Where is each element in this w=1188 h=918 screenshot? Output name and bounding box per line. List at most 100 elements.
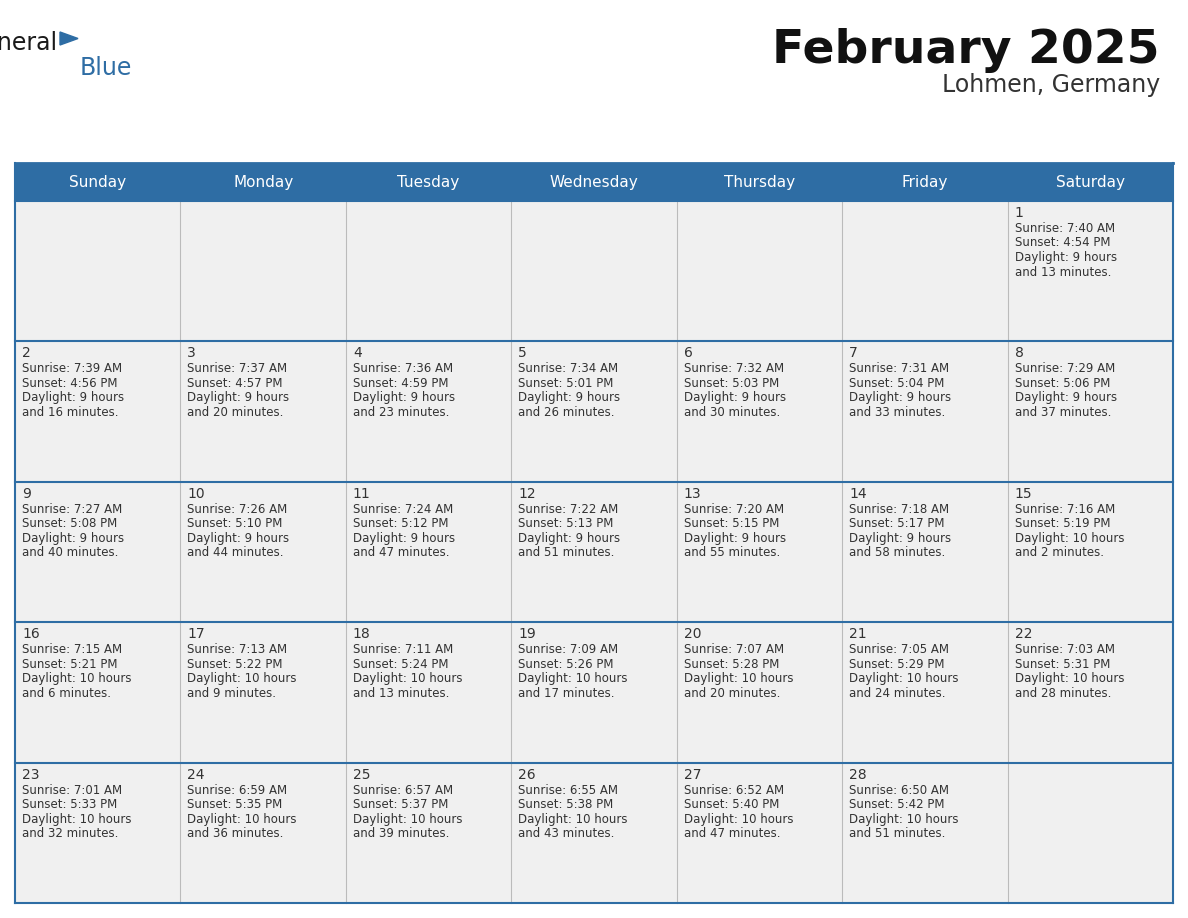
Text: Daylight: 9 hours: Daylight: 9 hours [849, 391, 952, 405]
Text: Daylight: 10 hours: Daylight: 10 hours [188, 812, 297, 825]
Text: Sunday: Sunday [69, 174, 126, 189]
Text: Sunrise: 6:52 AM: Sunrise: 6:52 AM [684, 784, 784, 797]
Bar [15, 341, 1173, 482]
Text: Sunset: 5:26 PM: Sunset: 5:26 PM [518, 657, 614, 671]
Text: Daylight: 10 hours: Daylight: 10 hours [518, 672, 627, 685]
Text: Sunset: 5:19 PM: Sunset: 5:19 PM [1015, 518, 1110, 531]
Text: Daylight: 9 hours: Daylight: 9 hours [1015, 251, 1117, 264]
Text: Daylight: 10 hours: Daylight: 10 hours [1015, 672, 1124, 685]
Text: Sunset: 5:01 PM: Sunset: 5:01 PM [518, 377, 614, 390]
Text: and 47 minutes.: and 47 minutes. [684, 827, 781, 840]
Text: Daylight: 9 hours: Daylight: 9 hours [353, 391, 455, 405]
Text: Daylight: 9 hours: Daylight: 9 hours [188, 532, 290, 544]
Text: Daylight: 9 hours: Daylight: 9 hours [684, 532, 785, 544]
Text: Sunset: 5:24 PM: Sunset: 5:24 PM [353, 657, 448, 671]
Text: and 13 minutes.: and 13 minutes. [353, 687, 449, 700]
Text: 4: 4 [353, 346, 361, 361]
Text: 1: 1 [1015, 206, 1023, 220]
Text: and 39 minutes.: and 39 minutes. [353, 827, 449, 840]
Text: and 16 minutes.: and 16 minutes. [23, 406, 119, 419]
Text: Sunset: 5:03 PM: Sunset: 5:03 PM [684, 377, 779, 390]
Text: Sunrise: 7:40 AM: Sunrise: 7:40 AM [1015, 222, 1114, 235]
Text: and 30 minutes.: and 30 minutes. [684, 406, 781, 419]
Text: and 47 minutes.: and 47 minutes. [353, 546, 449, 559]
Text: Sunset: 5:21 PM: Sunset: 5:21 PM [23, 657, 118, 671]
Text: 27: 27 [684, 767, 701, 781]
Text: Monday: Monday [233, 174, 293, 189]
Text: 26: 26 [518, 767, 536, 781]
Text: Sunrise: 7:31 AM: Sunrise: 7:31 AM [849, 363, 949, 375]
Text: Sunrise: 7:34 AM: Sunrise: 7:34 AM [518, 363, 619, 375]
Text: Sunrise: 7:18 AM: Sunrise: 7:18 AM [849, 503, 949, 516]
Text: Sunset: 5:31 PM: Sunset: 5:31 PM [1015, 657, 1110, 671]
Text: 11: 11 [353, 487, 371, 501]
Text: Sunset: 5:28 PM: Sunset: 5:28 PM [684, 657, 779, 671]
Text: Daylight: 10 hours: Daylight: 10 hours [684, 672, 794, 685]
Text: and 2 minutes.: and 2 minutes. [1015, 546, 1104, 559]
Text: Sunrise: 7:09 AM: Sunrise: 7:09 AM [518, 644, 619, 656]
Text: Sunrise: 7:15 AM: Sunrise: 7:15 AM [23, 644, 122, 656]
Text: Sunset: 4:56 PM: Sunset: 4:56 PM [23, 377, 118, 390]
Text: and 28 minutes.: and 28 minutes. [1015, 687, 1111, 700]
Text: and 55 minutes.: and 55 minutes. [684, 546, 781, 559]
Text: Daylight: 9 hours: Daylight: 9 hours [849, 532, 952, 544]
Bar [15, 482, 1173, 622]
Text: Friday: Friday [902, 174, 948, 189]
Text: Sunrise: 7:07 AM: Sunrise: 7:07 AM [684, 644, 784, 656]
Text: 5: 5 [518, 346, 527, 361]
Text: and 23 minutes.: and 23 minutes. [353, 406, 449, 419]
Bar [15, 763, 1173, 903]
Text: and 40 minutes.: and 40 minutes. [23, 546, 119, 559]
Text: Sunset: 4:54 PM: Sunset: 4:54 PM [1015, 237, 1110, 250]
Text: Thursday: Thursday [723, 174, 795, 189]
Text: 25: 25 [353, 767, 371, 781]
Text: Sunset: 5:04 PM: Sunset: 5:04 PM [849, 377, 944, 390]
Text: 10: 10 [188, 487, 206, 501]
Text: Sunset: 5:10 PM: Sunset: 5:10 PM [188, 518, 283, 531]
Text: 17: 17 [188, 627, 206, 641]
Text: Sunrise: 6:50 AM: Sunrise: 6:50 AM [849, 784, 949, 797]
Text: Sunrise: 7:13 AM: Sunrise: 7:13 AM [188, 644, 287, 656]
Bar [15, 201, 1173, 341]
Text: Sunrise: 7:37 AM: Sunrise: 7:37 AM [188, 363, 287, 375]
Text: Daylight: 9 hours: Daylight: 9 hours [23, 532, 124, 544]
Text: and 58 minutes.: and 58 minutes. [849, 546, 946, 559]
Text: Sunset: 5:08 PM: Sunset: 5:08 PM [23, 518, 118, 531]
Text: and 51 minutes.: and 51 minutes. [518, 546, 614, 559]
Text: 2: 2 [23, 346, 31, 361]
Text: 13: 13 [684, 487, 701, 501]
Text: and 6 minutes.: and 6 minutes. [23, 687, 110, 700]
Text: 9: 9 [23, 487, 31, 501]
Text: and 17 minutes.: and 17 minutes. [518, 687, 614, 700]
Text: Sunset: 4:59 PM: Sunset: 4:59 PM [353, 377, 448, 390]
Text: 23: 23 [23, 767, 39, 781]
Text: Tuesday: Tuesday [398, 174, 460, 189]
Text: February 2025: February 2025 [772, 28, 1159, 73]
Text: and 32 minutes.: and 32 minutes. [23, 827, 119, 840]
Text: Daylight: 10 hours: Daylight: 10 hours [518, 812, 627, 825]
Text: 28: 28 [849, 767, 867, 781]
Text: Wednesday: Wednesday [550, 174, 638, 189]
Text: 21: 21 [849, 627, 867, 641]
Text: Sunrise: 7:03 AM: Sunrise: 7:03 AM [1015, 644, 1114, 656]
Text: 7: 7 [849, 346, 858, 361]
Text: Daylight: 10 hours: Daylight: 10 hours [849, 672, 959, 685]
Text: 6: 6 [684, 346, 693, 361]
Text: Sunrise: 7:01 AM: Sunrise: 7:01 AM [23, 784, 122, 797]
Text: Sunset: 5:12 PM: Sunset: 5:12 PM [353, 518, 448, 531]
Text: Daylight: 9 hours: Daylight: 9 hours [1015, 391, 1117, 405]
Text: Sunrise: 7:16 AM: Sunrise: 7:16 AM [1015, 503, 1114, 516]
Text: Sunset: 5:33 PM: Sunset: 5:33 PM [23, 798, 118, 812]
Text: and 37 minutes.: and 37 minutes. [1015, 406, 1111, 419]
Text: Sunset: 5:37 PM: Sunset: 5:37 PM [353, 798, 448, 812]
Text: Daylight: 10 hours: Daylight: 10 hours [23, 812, 132, 825]
Text: 15: 15 [1015, 487, 1032, 501]
Text: Sunrise: 6:57 AM: Sunrise: 6:57 AM [353, 784, 453, 797]
Text: and 36 minutes.: and 36 minutes. [188, 827, 284, 840]
Text: and 13 minutes.: and 13 minutes. [1015, 265, 1111, 278]
Text: Sunset: 5:13 PM: Sunset: 5:13 PM [518, 518, 614, 531]
Text: Sunrise: 7:20 AM: Sunrise: 7:20 AM [684, 503, 784, 516]
Text: Sunrise: 7:24 AM: Sunrise: 7:24 AM [353, 503, 453, 516]
Text: Daylight: 9 hours: Daylight: 9 hours [684, 391, 785, 405]
Bar [15, 163, 1173, 201]
